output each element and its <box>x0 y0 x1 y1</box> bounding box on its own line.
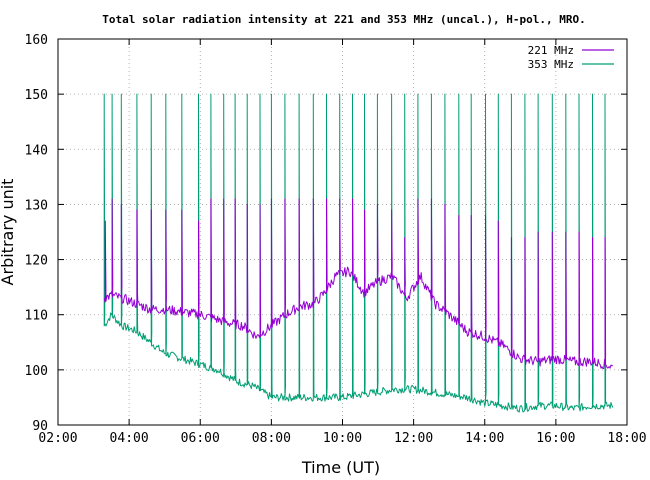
y-tick-label: 140 <box>25 143 48 158</box>
x-tick-label: 06:00 <box>181 431 220 446</box>
y-tick-label: 160 <box>25 33 48 48</box>
chart-title: Total solar radiation intensity at 221 a… <box>102 13 585 26</box>
plot-series <box>103 93 614 413</box>
y-tick-label: 110 <box>25 309 48 324</box>
x-axis-label: Time (UT) <box>301 458 380 477</box>
legend-label: 353 MHz <box>528 58 574 71</box>
legend-label: 221 MHz <box>528 44 574 57</box>
axis-ticks: 02:00 04:00 06:00 08:00 10:00 12:00 14:00 16:00… <box>25 33 647 446</box>
x-tick-label: 18:00 <box>607 431 646 446</box>
x-tick-label: 12:00 <box>394 431 433 446</box>
x-tick-label: 04:00 <box>110 431 149 446</box>
x-tick-label: 08:00 <box>252 431 291 446</box>
series-line-353-mhz <box>103 93 614 413</box>
y-axis-label: Arbitrary unit <box>0 179 17 286</box>
y-tick-label: 150 <box>25 88 48 103</box>
y-tick-label: 130 <box>25 198 48 213</box>
x-tick-label: 02:00 <box>38 431 77 446</box>
x-tick-label: 10:00 <box>323 431 362 446</box>
y-tick-label: 90 <box>32 419 48 434</box>
series-line-221-mhz <box>103 198 613 370</box>
y-tick-label: 100 <box>25 364 48 379</box>
x-tick-label: 16:00 <box>536 431 575 446</box>
y-tick-label: 120 <box>25 254 48 269</box>
x-tick-label: 14:00 <box>465 431 504 446</box>
